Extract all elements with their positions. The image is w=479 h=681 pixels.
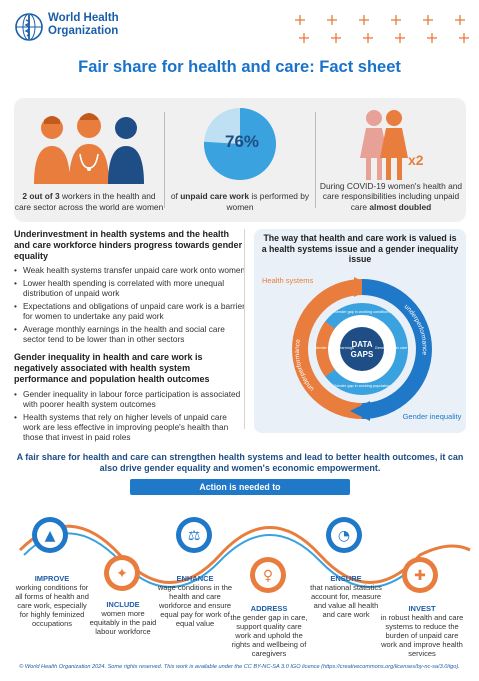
improve-chart-icon: ▲ — [32, 517, 68, 553]
action-banner: Action is needed to — [130, 479, 350, 495]
stat-covid: x2 During COVID-19 women's health and ca… — [316, 98, 466, 222]
cross-mark — [295, 15, 305, 25]
stats-panel: 2 out of 3 workers in the health and car… — [14, 98, 466, 222]
action-title: IMPROVE — [34, 574, 70, 583]
data-gaps-title: The way that health and care work is val… — [261, 233, 459, 264]
center-label-gaps: GAPS — [351, 350, 374, 359]
cross-mark — [327, 15, 337, 25]
label-health-systems: Health systems — [262, 276, 314, 285]
section-underinvestment-title: Underinvestment in health systems and th… — [14, 229, 243, 261]
stat-unpaid-care: 76% of unpaid care work is performed by … — [165, 98, 315, 222]
action-address: ADDRESS the gender gap in care, support q… — [228, 604, 310, 658]
pie-76-icon — [204, 108, 276, 180]
action-wave-diagram: ▲ ✦ ⚖ ♀ ◔ ✚ — [18, 517, 471, 593]
stat-covid-text: During COVID-19 women's health and care … — [319, 180, 463, 212]
page-title: Fair share for health and care: Fact she… — [78, 58, 401, 76]
address-gender-icon: ♀ — [250, 557, 286, 593]
action-icons: ▲ ✦ ⚖ ♀ ◔ ✚ — [32, 517, 438, 593]
column-divider — [244, 229, 245, 429]
include-people-icon: ✦ — [104, 555, 140, 591]
action-improve: IMPROVE working conditions for all forms … — [12, 574, 92, 628]
data-gaps-panel: The way that health and care work is val… — [254, 229, 466, 433]
decorative-crosses — [295, 15, 469, 43]
action-include: INCLUDE women more equitably in the paid … — [88, 600, 158, 636]
action-title: INVEST — [408, 604, 436, 613]
action-text: in robust health and care systems to red… — [380, 613, 464, 658]
action-title: ADDRESS — [250, 604, 288, 613]
action-text: wage conditions in the health and care w… — [157, 583, 233, 628]
action-enhance: ENHANCE wage conditions in the health and… — [152, 574, 238, 628]
stat-multiplier: x2 — [408, 152, 424, 168]
org-line-1: World Health — [48, 12, 119, 24]
svg-text:▲: ▲ — [45, 528, 56, 544]
cross-mark — [395, 33, 405, 43]
cross-mark — [359, 15, 369, 25]
svg-text:◔: ◔ — [338, 528, 350, 544]
organization-name: World Health Organization — [48, 12, 158, 38]
women-figures-icon — [360, 110, 408, 180]
svg-text:✦: ✦ — [116, 566, 128, 582]
svg-text:✚: ✚ — [414, 568, 426, 584]
lead-statement: A fair share for health and care can str… — [16, 452, 464, 473]
header: World Health Organization — [0, 0, 479, 56]
action-title: INCLUDE — [106, 600, 140, 609]
health-workers-icon — [34, 113, 144, 184]
gender-inequality-list: Gender inequality in labour force partic… — [14, 389, 246, 442]
cross-mark — [455, 15, 465, 25]
action-title: ENHANCE — [176, 574, 214, 583]
cross-mark — [363, 33, 373, 43]
divider — [315, 112, 316, 208]
svg-text:⚖: ⚖ — [188, 528, 201, 544]
gap-working-population: Gender gap in working population — [334, 384, 391, 388]
cross-mark — [331, 33, 341, 43]
cross-mark — [459, 33, 469, 43]
gap-working-conditions: Gender gap in working conditions — [334, 310, 390, 314]
action-ensure: ENSURE that national statistics account f… — [308, 574, 384, 619]
cross-mark — [423, 15, 433, 25]
list-item: Gender inequality in labour force partic… — [14, 389, 246, 409]
list-item: Lower health spending is correlated with… — [14, 278, 246, 298]
stat-percentage: 76% — [225, 132, 260, 151]
left-column: Underinvestment in health systems and th… — [14, 229, 246, 450]
stat-workers: 2 out of 3 workers in the health and car… — [14, 98, 164, 222]
cross-mark — [391, 15, 401, 25]
list-item: Weak health systems transfer unpaid care… — [14, 265, 246, 275]
list-item: Expectations and obligations of unpaid c… — [14, 301, 246, 321]
section-gender-inequality-title: Gender inequality in health and care wor… — [14, 352, 210, 384]
underinvestment-list: Weak health systems transfer unpaid care… — [14, 265, 246, 344]
cross-mark — [299, 33, 309, 43]
who-emblem-icon — [15, 13, 43, 41]
action-text: that national statistics account for, me… — [310, 583, 382, 619]
center-label-data: DATA — [351, 340, 372, 349]
action-text: working conditions for all forms of heal… — [15, 583, 89, 628]
svg-text:♀: ♀ — [263, 568, 273, 584]
invest-hands-icon: ✚ — [402, 557, 438, 593]
stat-unpaid-care-text: of unpaid care work is performed by wome… — [170, 191, 310, 212]
divider — [164, 112, 165, 208]
action-title: ENSURE — [330, 574, 362, 583]
action-text: the gender gap in care, support quality … — [230, 613, 308, 658]
enhance-scales-icon: ⚖ — [176, 517, 212, 553]
stat-workers-text: 2 out of 3 workers in the health and car… — [14, 191, 164, 212]
list-item: Health systems that rely on higher level… — [14, 412, 246, 442]
org-line-2: Organization — [48, 25, 119, 37]
gap-care: Gender gap in care — [375, 346, 408, 350]
gap-earnings: Gender gap in earnings — [314, 346, 354, 350]
action-text: women more equitably in the paid labour … — [89, 609, 157, 636]
list-item: Average monthly earnings in the health a… — [14, 324, 246, 344]
copyright-footer: © World Health Organization 2024. Some r… — [19, 664, 460, 670]
label-gender-inequality: Gender inequality — [403, 412, 462, 421]
cross-mark — [427, 33, 437, 43]
action-invest: INVEST in robust health and care systems … — [380, 604, 464, 658]
ensure-stats-icon: ◔ — [326, 517, 362, 553]
data-gaps-cycle-diagram: DATA GAPS Gender gap in working conditio… — [262, 276, 462, 421]
